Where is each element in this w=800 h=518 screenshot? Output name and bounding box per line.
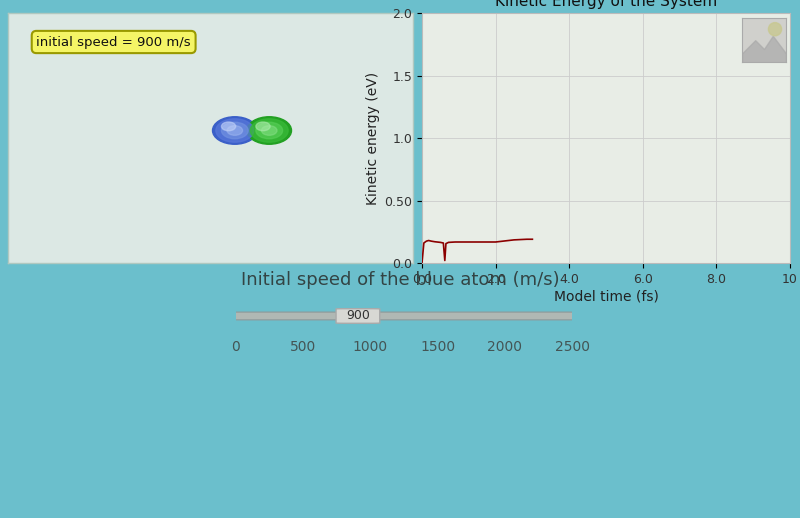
Circle shape — [227, 126, 242, 135]
Text: 1500: 1500 — [420, 340, 455, 354]
Y-axis label: Kinetic energy (eV): Kinetic energy (eV) — [366, 71, 380, 205]
Text: 900: 900 — [346, 309, 370, 323]
Circle shape — [247, 117, 291, 144]
Circle shape — [216, 119, 254, 142]
FancyBboxPatch shape — [336, 309, 380, 323]
Title: Kinetic Energy of the System: Kinetic Energy of the System — [495, 0, 717, 9]
Circle shape — [222, 122, 248, 139]
Text: Initial speed of the blue atom (m/s): Initial speed of the blue atom (m/s) — [241, 271, 559, 289]
Circle shape — [213, 117, 257, 144]
Circle shape — [250, 119, 288, 142]
Circle shape — [768, 23, 782, 36]
FancyBboxPatch shape — [222, 312, 586, 320]
Text: 2000: 2000 — [487, 340, 522, 354]
Circle shape — [262, 126, 277, 135]
X-axis label: Model time (fs): Model time (fs) — [554, 290, 658, 304]
Text: 2500: 2500 — [554, 340, 590, 354]
Text: 0: 0 — [232, 340, 240, 354]
Text: 500: 500 — [290, 340, 316, 354]
Text: initial speed = 900 m/s: initial speed = 900 m/s — [36, 36, 191, 49]
Circle shape — [222, 122, 236, 131]
Circle shape — [256, 122, 282, 139]
Text: 1000: 1000 — [353, 340, 388, 354]
Circle shape — [256, 122, 270, 131]
